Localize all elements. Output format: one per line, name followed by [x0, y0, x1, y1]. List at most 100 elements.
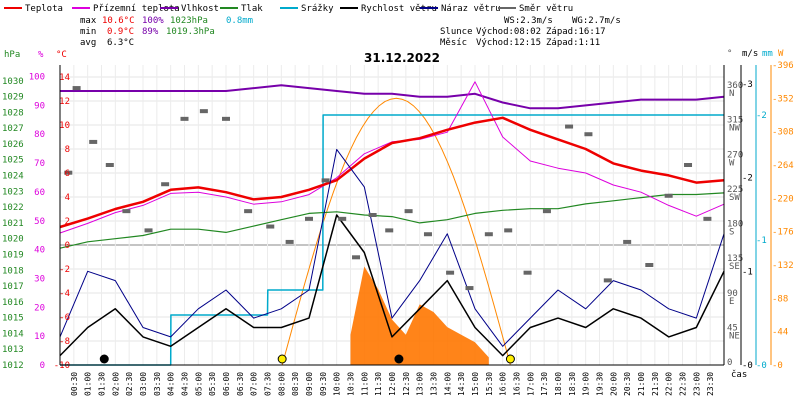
- unit-deg: °: [727, 49, 732, 59]
- time-tick-label: 00:30: [70, 372, 79, 396]
- pressure-tick-label: 1014: [2, 329, 24, 339]
- series-line-rychlost-v-tru: [59, 214, 725, 357]
- stat-max-temp: 10.6°C: [102, 16, 135, 26]
- time-tick-label: 15:00: [471, 372, 480, 396]
- pressure-tick-label: 1030: [2, 77, 24, 87]
- direction-tick-label: 225: [727, 185, 743, 195]
- wind-direction-point: [645, 263, 654, 267]
- temp-tick-label: 0: [65, 241, 70, 251]
- temp-tick-label: 12: [59, 97, 70, 107]
- moonset-marker: [99, 354, 109, 364]
- legend-label: Rychlost větru: [361, 4, 437, 14]
- rain-tick-label: -2: [756, 111, 767, 121]
- solar-tick-label: -132: [772, 261, 794, 271]
- wind-speed-readout: WS:2.3m/s: [504, 16, 553, 26]
- unit-hpa: hPa: [4, 50, 20, 60]
- temp-tick-label: 8: [65, 145, 70, 155]
- wind-direction-point: [565, 124, 574, 129]
- time-tick-label: 15:30: [485, 372, 494, 396]
- time-tick-label: 06:30: [236, 372, 245, 396]
- wind-direction-point: [603, 278, 612, 283]
- legend-label: Teplota: [25, 4, 63, 14]
- time-tick-label: 11:30: [374, 372, 383, 396]
- wind-direction-point: [352, 255, 361, 260]
- humidity-tick-label: 50: [34, 217, 45, 227]
- wind-tick-label: -0: [742, 361, 753, 371]
- time-tick-label: 08:00: [277, 372, 286, 396]
- wind-direction-point: [368, 213, 377, 217]
- time-tick-label: 09:00: [305, 372, 314, 396]
- time-tick-label: 16:00: [499, 372, 508, 396]
- wind-gust-readout: WG:2.7m/s: [572, 16, 621, 26]
- compass-label: S: [729, 228, 734, 238]
- time-tick-label: 22:00: [665, 372, 674, 396]
- legend-label: Tlak: [241, 4, 263, 14]
- wind-direction-point: [89, 139, 98, 144]
- chart-title: 31.12.2022: [364, 51, 440, 65]
- pressure-tick-label: 1027: [2, 124, 24, 134]
- wind-direction-point: [285, 239, 294, 244]
- stat-min-hum: 89%: [142, 27, 159, 37]
- time-tick-label: 14:00: [443, 372, 452, 396]
- wind-direction-point: [504, 228, 513, 233]
- direction-tick-label: 90: [727, 289, 738, 299]
- compass-label: SW: [729, 193, 740, 203]
- time-tick-label: 18:30: [568, 372, 577, 396]
- wind-direction-point: [180, 116, 189, 121]
- sun-label: Slunce: [440, 27, 473, 37]
- wind-direction-point: [105, 163, 114, 167]
- stat-max-hum: 100%: [142, 16, 164, 26]
- stats-block: max 10.6°C 100% 1023hPa 0.8mm min 0.9°C …: [80, 16, 253, 48]
- pressure-tick-label: 1024: [2, 172, 24, 182]
- temp-tick-label: 10: [59, 121, 70, 131]
- wind-tick-label: -3: [742, 80, 753, 90]
- unit-mm: mm: [762, 49, 773, 59]
- humidity-tick-label: 90: [34, 101, 45, 111]
- time-tick-label: 23:00: [692, 372, 701, 396]
- pressure-tick-label: 1025: [2, 156, 24, 166]
- series-line-tlak: [59, 192, 725, 249]
- time-tick-label: 03:30: [153, 372, 162, 396]
- stat-max-rain: 0.8mm: [226, 16, 253, 26]
- time-tick-label: 02:00: [111, 372, 120, 396]
- stat-avg-label: avg: [80, 38, 96, 48]
- sunrise-marker: [277, 354, 287, 364]
- time-tick-label: 10:00: [333, 372, 342, 396]
- series-line-sr-ky: [60, 114, 724, 366]
- time-tick-label: 21:30: [651, 372, 660, 396]
- time-tick-label: 12:30: [402, 372, 411, 396]
- compass-label: W: [729, 158, 735, 168]
- time-tick-label: 22:30: [679, 372, 688, 396]
- wind-direction-point: [199, 109, 208, 114]
- time-tick-label: 20:30: [623, 372, 632, 396]
- legend: Teplota Přízemní teplota Vlhkost Tlak Srážky…: [4, 4, 573, 14]
- humidity-tick-label: 10: [34, 332, 45, 342]
- solar-tick-label: -308: [772, 128, 794, 138]
- stat-avg-temp: 6.3°C: [107, 38, 134, 48]
- temp-tick-label: 14: [59, 73, 70, 83]
- wind-tick-label: -2: [742, 174, 753, 184]
- direction-tick-label: 45: [727, 323, 738, 333]
- time-tick-label: 06:00: [222, 372, 231, 396]
- compass-label: NW: [729, 124, 740, 134]
- time-tick-label: 11:00: [360, 372, 369, 396]
- sunset-marker: [505, 354, 515, 364]
- stat-min-temp: 0.9°C: [107, 27, 134, 37]
- sunset-readout: Západ:16:17: [546, 27, 606, 37]
- compass-label: SE: [729, 262, 740, 272]
- wind-direction-point: [305, 216, 313, 221]
- x-axis-label: čas: [731, 369, 747, 380]
- temp-tick-label: -6: [59, 313, 70, 323]
- time-tick-label: 20:00: [609, 372, 618, 396]
- unit-ms: m/s: [742, 49, 758, 59]
- time-tick-label: 17:00: [526, 372, 535, 396]
- temp-tick-label: 6: [65, 169, 70, 179]
- legend-label: Srážky: [301, 4, 334, 14]
- wind-direction-point: [64, 170, 73, 175]
- moonset-readout: Západ:1:11: [546, 38, 600, 48]
- plot-area: [59, 81, 725, 366]
- time-tick-label: 07:30: [264, 372, 273, 396]
- pressure-tick-label: 1021: [2, 219, 24, 229]
- wind-direction-point: [664, 193, 673, 198]
